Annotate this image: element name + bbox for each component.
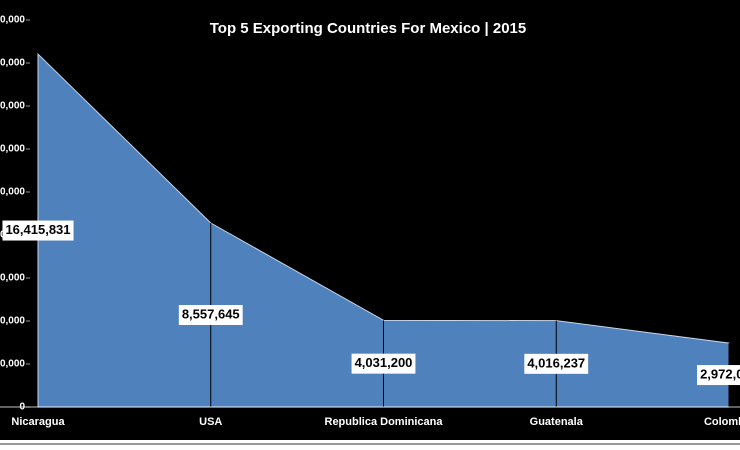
data-label: 4,031,200 (355, 355, 413, 370)
data-label: 2,972,000 (700, 366, 740, 381)
y-tick-label: 10,000,000 (0, 187, 25, 198)
data-label-box (524, 353, 589, 374)
data-label: 8,557,645 (182, 306, 240, 321)
y-tick-label: 18,000,000 (0, 15, 25, 26)
x-tick-label: Guatenala (530, 416, 584, 428)
y-tick-label: 4,000,000 (0, 316, 25, 327)
y-tick-label: 2,000,000 (0, 359, 25, 370)
y-tick-label: 14,000,000 (0, 101, 25, 112)
data-label: 16,415,831 (5, 222, 70, 237)
data-label-box (697, 365, 740, 386)
y-tick-label: 16,000,000 (0, 58, 25, 69)
y-tick-label: 6,000,000 (0, 273, 25, 284)
x-tick-label: Nicaragua (11, 416, 65, 428)
chart-title: Top 5 Exporting Countries For Mexico | 2… (210, 20, 526, 37)
x-tick-label: Colombia (704, 416, 740, 428)
data-label-box (178, 305, 243, 326)
data-label: 4,016,237 (527, 355, 585, 370)
data-label-box (2, 220, 74, 241)
x-tick-label: Republica Dominicana (325, 416, 444, 428)
y-tick-label: 12,000,000 (0, 144, 25, 155)
x-tick-label: USA (199, 416, 222, 428)
data-label-box (351, 353, 416, 374)
